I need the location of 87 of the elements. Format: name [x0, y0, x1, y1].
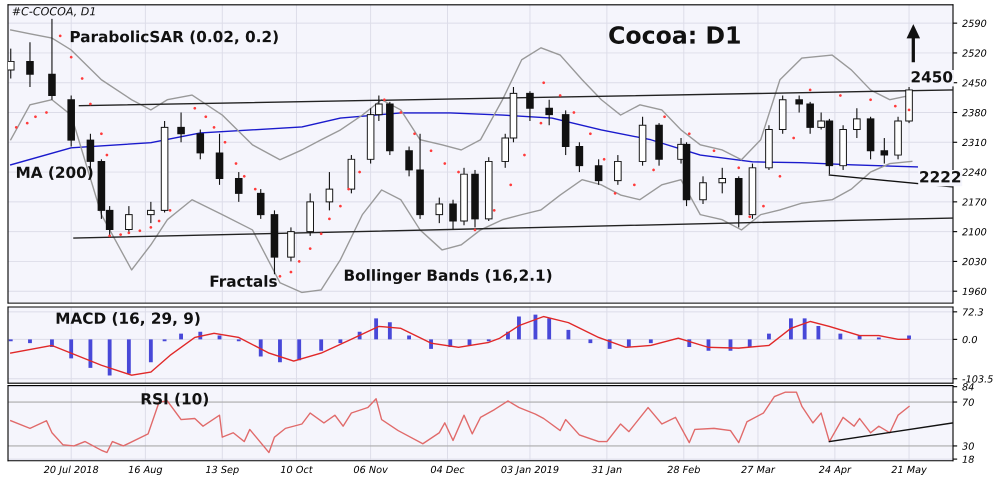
y-tick-label: 2310 [962, 138, 986, 146]
candlestick [125, 206, 133, 232]
candlestick [177, 112, 185, 143]
line-series [10, 99, 912, 294]
y-tick-label: 1960 [962, 288, 986, 296]
bar [148, 339, 153, 362]
bar [126, 339, 131, 374]
text: Cocoa: D1 [609, 26, 740, 44]
annotation: Bollinger Bands (16,2.1) [344, 269, 552, 284]
candlestick [699, 176, 707, 205]
bar [28, 339, 32, 344]
candlestick [449, 199, 457, 230]
x-tick-label: 04 Dec [430, 466, 465, 474]
y-tick-label: 72.3 [962, 308, 984, 316]
bar [566, 330, 570, 340]
y-tick-label: 0.0 [962, 336, 977, 344]
annotation: #C-COCOA, D1 [12, 7, 95, 17]
annotation: MACD (16, 29, 9) [56, 312, 200, 326]
y-tick-label: 84 [962, 383, 974, 391]
x-tick-label: 20 Jul 2018 [44, 466, 98, 475]
x-tick-label: 27 Mar [741, 466, 776, 474]
y-tick-label: 2450 [962, 79, 986, 87]
candlestick [545, 99, 553, 126]
y-tick-label: 2520 [962, 49, 986, 57]
candlestick [326, 172, 334, 211]
candlestick [806, 101, 814, 134]
x-tick-label: 03 Jan 2019 [501, 466, 558, 475]
annotation: RSI (10) [142, 392, 208, 406]
y-tick-label: 2240 [962, 168, 986, 176]
x-tick-label: 10 Oct [280, 466, 313, 474]
bar [278, 339, 282, 362]
candlestick [196, 128, 204, 160]
candlestick [147, 201, 155, 224]
candlestick [795, 94, 803, 114]
bar [407, 336, 411, 340]
bar [338, 339, 342, 344]
x-tick-label: 06 Nov [354, 466, 388, 474]
x-tick-label: 24 Apr [818, 466, 852, 476]
x-tick-label: 31 Jan [592, 466, 622, 475]
annotation: MA (200) [16, 166, 92, 180]
bar [179, 334, 183, 340]
bar [767, 334, 771, 340]
candlestick [26, 42, 34, 88]
y-tick-label: 2100 [962, 228, 986, 236]
bar [374, 318, 378, 340]
bar [388, 322, 392, 340]
candlestick [576, 142, 584, 173]
y-tick-label: 18 [962, 456, 974, 463]
bar [802, 318, 807, 340]
y-tick-label: 70 [962, 398, 974, 406]
candlestick [718, 167, 726, 194]
x-tick-label: 16 Aug [128, 466, 162, 476]
bar [218, 336, 222, 340]
x-tick-label: 28 Feb [667, 466, 700, 474]
bar [108, 339, 112, 376]
annotation: 2450 [912, 71, 952, 83]
candlestick [526, 90, 534, 122]
candlestick [48, 18, 56, 100]
annotation: Fractals [210, 275, 277, 287]
y-tick-label: 2030 [962, 258, 986, 266]
y-tick-label: 30 [962, 442, 974, 450]
annotation: ParabolicSAR (0.02, 0.2) [70, 30, 278, 44]
y-tick-label: 2170 [962, 198, 986, 206]
bar [468, 339, 472, 346]
bar [816, 326, 820, 340]
x-tick-label: 21 May [891, 466, 927, 476]
candlestick [405, 146, 413, 177]
bar [534, 314, 538, 340]
y-tick-label: 2380 [962, 108, 986, 116]
annotation: 2222 [920, 170, 960, 182]
bar [838, 334, 842, 340]
bar [789, 318, 793, 340]
bar [88, 339, 92, 368]
bar [517, 316, 521, 340]
bar [547, 318, 552, 340]
bar [626, 339, 631, 347]
candlestick [853, 108, 861, 139]
candlestick [614, 154, 622, 186]
bar [588, 339, 592, 344]
x-tick-label: 13 Sep [206, 466, 239, 476]
y-tick-label: -103.5 [962, 375, 993, 383]
candlestick [436, 197, 444, 224]
line-series [10, 112, 918, 168]
line-series [10, 391, 910, 454]
candlestick [880, 137, 888, 164]
bar [319, 339, 324, 351]
y-tick-label: 2590 [962, 20, 986, 27]
